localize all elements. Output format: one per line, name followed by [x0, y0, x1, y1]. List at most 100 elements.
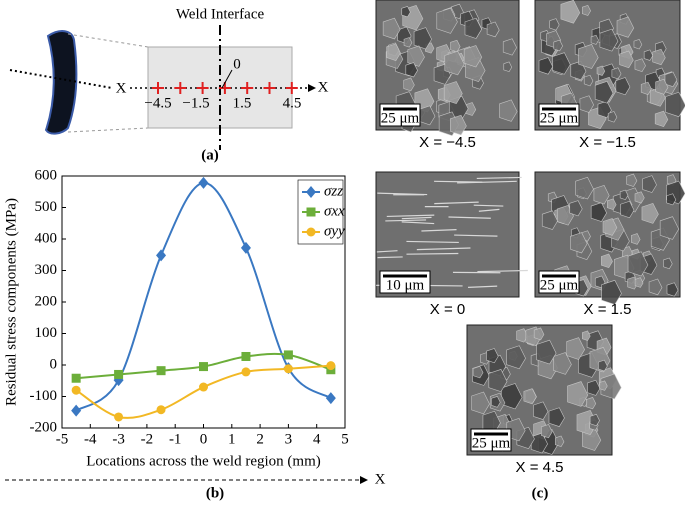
plus-marks [152, 82, 298, 94]
marker [283, 350, 293, 360]
grain [554, 435, 565, 448]
grain [665, 91, 685, 118]
x-tick-label: 0 [200, 431, 208, 447]
grain [582, 4, 591, 16]
grain [538, 57, 554, 75]
grain [570, 232, 588, 254]
grain [601, 253, 613, 269]
streak [376, 250, 398, 253]
streak [386, 214, 435, 218]
marker [156, 249, 167, 262]
grain [486, 21, 500, 38]
x-tick-label: -1 [169, 431, 182, 447]
caption: X = 1.5 [584, 301, 632, 318]
streak [406, 252, 459, 255]
scale-label: 25 μm [540, 110, 579, 126]
caption: X = 4.5 [516, 459, 564, 476]
grain [634, 58, 646, 73]
grain [655, 78, 669, 95]
arrow-head [308, 84, 316, 92]
grain [583, 74, 594, 87]
legend-label: σyy [324, 223, 345, 239]
plus [263, 82, 276, 94]
grain [567, 381, 589, 407]
grain [666, 282, 679, 297]
grain [491, 396, 501, 408]
micrographs: 25 μmX = −4.525 μmX = −1.510 μmX = 025 μ… [375, 0, 685, 476]
grain [586, 397, 597, 410]
grain [450, 39, 461, 53]
grain [590, 202, 607, 222]
grain [589, 413, 600, 427]
y-tick-label: -100 [30, 388, 58, 404]
scale-label: 25 μm [381, 110, 420, 126]
streak [401, 221, 435, 225]
scale-label: 25 μm [540, 277, 579, 293]
marker [326, 361, 336, 371]
origin-label: 0 [233, 56, 241, 72]
marker [283, 364, 293, 374]
plus [152, 82, 164, 94]
marker [71, 373, 81, 383]
pointer [221, 69, 233, 89]
grain [506, 345, 526, 370]
marker [241, 367, 251, 377]
grain [630, 233, 641, 245]
marker [325, 392, 336, 405]
guide [67, 127, 149, 133]
streak [473, 204, 504, 207]
grain [407, 45, 425, 67]
y-axis-label: Residual stress components (MPa) [3, 198, 19, 406]
dotted-arrow [9, 69, 113, 89]
legend-label: σzz [324, 183, 343, 199]
grain [541, 424, 553, 439]
part [44, 30, 78, 135]
streak [467, 285, 498, 288]
plus [174, 82, 187, 94]
grain [413, 27, 432, 50]
grain [666, 193, 677, 206]
grain [549, 18, 560, 31]
plus [285, 82, 298, 94]
grain [594, 80, 614, 104]
chart: -200 -100 0 100 200 300 400 500 600 -5 -4 -3 -2 -1 0 1 2… [3, 167, 348, 469]
scale-label: 25 μm [472, 435, 511, 451]
y-tick-label: 600 [35, 167, 58, 183]
streak [448, 216, 491, 219]
streak [477, 269, 528, 273]
grain [590, 34, 599, 45]
grain [642, 175, 657, 193]
x-tick-label: 3 [285, 431, 293, 447]
grain [641, 202, 659, 224]
marker [240, 241, 251, 254]
marker [156, 366, 166, 376]
grain [593, 184, 610, 205]
grain [601, 279, 622, 305]
streak [457, 180, 517, 184]
x-tick-label: 4 [313, 431, 321, 447]
axis-label: X [116, 80, 127, 96]
grain [643, 49, 654, 61]
grain [633, 38, 643, 50]
axis-label: X [318, 79, 329, 95]
grain [553, 39, 563, 52]
grain [596, 65, 606, 76]
caption: X = 0 [430, 301, 465, 318]
grain [486, 348, 499, 364]
caption: X = −1.5 [579, 134, 636, 151]
streak [476, 176, 522, 180]
grain [443, 81, 463, 105]
grain [488, 369, 508, 393]
grain [598, 359, 608, 372]
tick-label: 4.5 [283, 95, 302, 111]
grain [587, 379, 601, 396]
x-tick-label: -3 [112, 431, 125, 447]
tick-label: −4.5 [144, 95, 171, 111]
grain [607, 111, 618, 123]
caption: X = −4.5 [419, 134, 476, 151]
grain [499, 99, 518, 122]
grain [463, 45, 483, 68]
grain [640, 81, 652, 95]
marker [306, 186, 316, 198]
